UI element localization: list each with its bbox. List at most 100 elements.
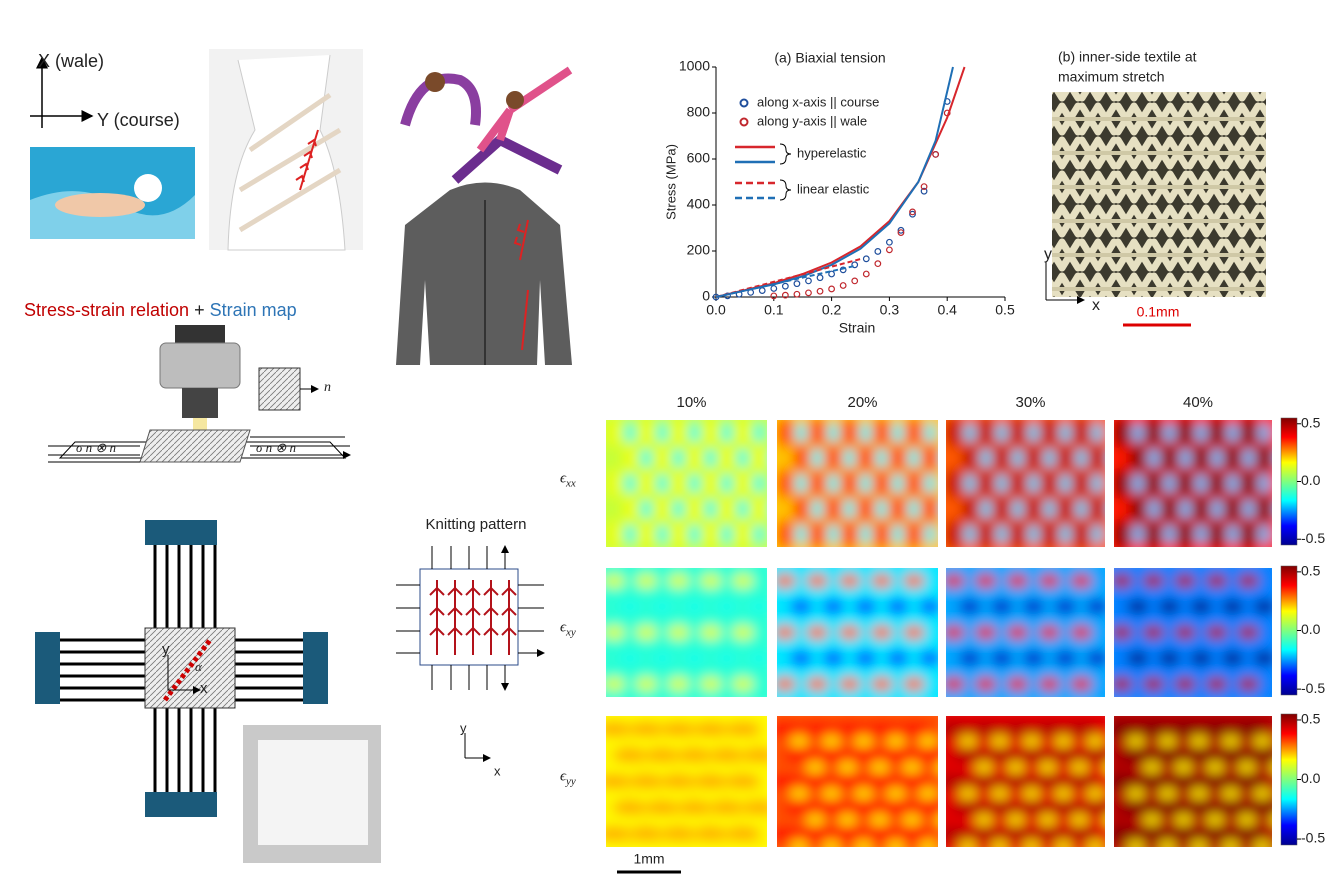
blob — [822, 651, 845, 666]
data-point — [862, 255, 870, 263]
blob — [1070, 677, 1093, 692]
data-point — [886, 246, 893, 254]
blob — [656, 524, 669, 545]
blob — [854, 599, 877, 614]
blob — [1198, 826, 1235, 841]
blob — [870, 625, 893, 640]
x-tick-label: 0.1 — [764, 302, 784, 318]
blob — [1240, 420, 1257, 449]
data-point — [828, 285, 835, 293]
blob — [699, 573, 722, 588]
blob — [1226, 524, 1239, 545]
blob — [979, 448, 992, 469]
blob — [934, 763, 938, 772]
blob — [1027, 524, 1040, 545]
blob — [923, 422, 936, 443]
data-point — [932, 150, 940, 158]
blob — [902, 762, 921, 773]
blob — [660, 826, 697, 841]
blob — [793, 442, 810, 475]
blob — [724, 826, 761, 841]
blob — [838, 762, 857, 773]
blob — [946, 774, 972, 789]
blob — [635, 814, 654, 825]
data-point — [793, 280, 801, 288]
blob — [921, 442, 938, 475]
blob — [667, 677, 690, 692]
blob — [1073, 467, 1090, 500]
blob — [1253, 599, 1272, 614]
blob — [708, 748, 745, 763]
blob — [946, 573, 965, 588]
blob — [1167, 722, 1203, 737]
swimsuit-photo — [209, 49, 363, 251]
blob — [686, 492, 703, 525]
blob — [624, 473, 637, 494]
blob — [905, 467, 922, 500]
data-point — [897, 229, 905, 237]
blob — [999, 722, 1036, 737]
blob — [699, 625, 722, 640]
blob — [1114, 677, 1133, 692]
blob — [688, 422, 701, 443]
blob — [1006, 762, 1025, 773]
x-tick-label: 0.2 — [822, 302, 842, 318]
blob — [795, 422, 808, 443]
blob — [683, 840, 702, 847]
blob — [715, 736, 734, 747]
blob — [1256, 492, 1272, 525]
blob — [777, 826, 804, 841]
blob — [967, 722, 1004, 737]
camera-setup: n σ n ⊗ n σ n ⊗ n — [48, 325, 350, 462]
blob — [1161, 492, 1178, 525]
column-label: 30% — [1015, 394, 1045, 411]
blob — [870, 573, 893, 588]
blob — [718, 492, 735, 525]
blob — [905, 420, 922, 449]
blob — [777, 774, 804, 789]
blob — [1059, 422, 1072, 443]
blob — [1031, 774, 1068, 789]
blob — [1089, 442, 1105, 475]
blob — [1089, 492, 1105, 525]
blob — [790, 840, 809, 847]
column-label: 40% — [1183, 394, 1213, 411]
blob — [692, 774, 729, 789]
blob — [1059, 473, 1072, 494]
jacket-illustration — [396, 182, 572, 365]
blob — [670, 518, 687, 547]
data-point — [886, 238, 893, 246]
blob — [1195, 473, 1207, 494]
blob — [822, 788, 841, 799]
blob — [1221, 788, 1240, 799]
y-axis-label: Stress (MPa) — [663, 144, 678, 220]
data-point — [770, 292, 778, 300]
strain-map — [1114, 568, 1272, 697]
blob — [1119, 748, 1156, 763]
blob — [1221, 651, 1244, 666]
y-tick-label: 0 — [702, 288, 710, 304]
blob — [1022, 736, 1041, 747]
blob — [606, 774, 633, 789]
knitting-pattern: Knitting pattern y x — [396, 516, 544, 778]
blob — [1063, 722, 1100, 737]
blob — [1226, 422, 1239, 443]
blob — [895, 826, 932, 841]
blob — [1091, 524, 1104, 545]
x-axis-label: Strain — [839, 320, 876, 336]
blob — [1151, 748, 1188, 763]
blob — [1230, 774, 1267, 789]
axis-label: y — [460, 720, 467, 735]
colorbar-tick-label: -0.5 — [1301, 680, 1325, 696]
blob — [946, 722, 972, 737]
blob — [1075, 498, 1088, 519]
blob — [718, 442, 735, 475]
blob — [1253, 651, 1272, 666]
blob — [1142, 625, 1165, 640]
blob — [1258, 422, 1271, 443]
blob — [799, 722, 836, 737]
blob — [1011, 498, 1024, 519]
blob — [1211, 448, 1223, 469]
blob — [1206, 762, 1224, 773]
